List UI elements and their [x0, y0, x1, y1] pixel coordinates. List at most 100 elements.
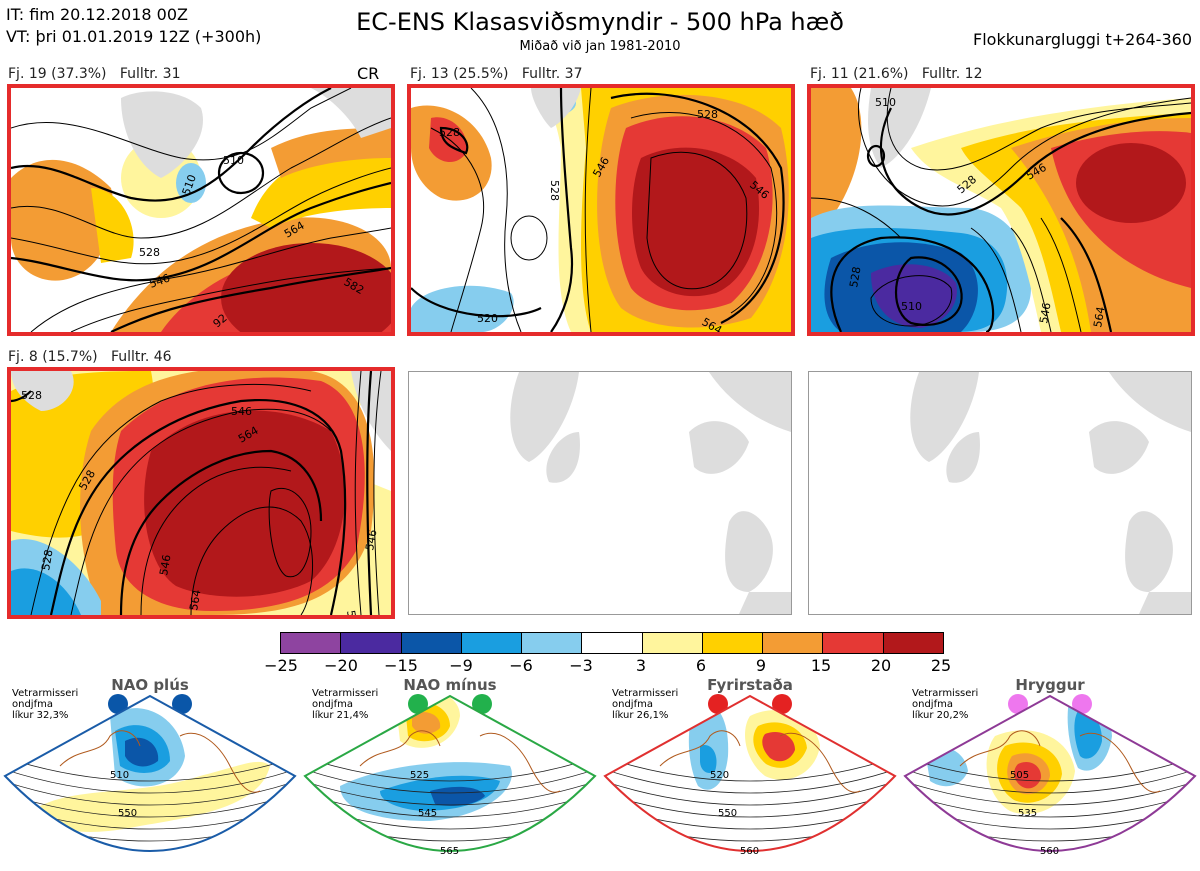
colorbar-tick-label: −3: [569, 656, 593, 675]
regime-contour-label: 560: [740, 846, 759, 857]
panel-4-contour-label: 564: [187, 589, 203, 612]
colorbar-tick-label: −6: [509, 656, 533, 675]
empty-map-5[interactable]: [408, 371, 792, 615]
regime-name: NAO plús: [111, 676, 189, 694]
panel-4-contour-label: 564: [344, 609, 360, 615]
cluster-map-2[interactable]: 528 528 520 546 564 546 528: [407, 84, 795, 336]
panel-4-contour-label: 546: [231, 405, 252, 418]
empty-map-6-graphic: [910, 372, 1191, 614]
colorbar-swatch: [763, 633, 824, 653]
regime-1[interactable]: NAO plús Vetrarmisseri ondjfma líkur 32,3% 5…: [0, 676, 300, 871]
cluster-map-4[interactable]: 528 546 564 528 546 564 546 564 528: [7, 367, 395, 619]
regime-marker-dot: [1072, 694, 1092, 714]
panel-1-tag: CR: [357, 64, 380, 83]
panel-2-contour-label: 528: [548, 180, 561, 201]
regime-fan-map: 525 545 565: [303, 694, 597, 857]
colorbar-swatch: [642, 633, 703, 653]
panel-3-contour-label: 510: [875, 96, 896, 109]
regime-marker-dot: [172, 694, 192, 714]
cluster-map-2-graphic: 528 528 520 546 564 546 528: [411, 88, 791, 332]
regime-probability-note: Vetrarmisseri ondjfma líkur 21,4%: [312, 688, 379, 721]
regime-marker-dot: [772, 694, 792, 714]
regime-contour-label: 565: [440, 846, 459, 857]
regime-contour-label: 510: [110, 770, 129, 781]
regime-2[interactable]: NAO mínus Vetrarmisseri ondjfma líkur 21,4%…: [300, 676, 600, 871]
colorbar-swatch: [823, 633, 884, 653]
colorbar-swatch: [883, 633, 943, 653]
regime-marker-dot: [108, 694, 128, 714]
cluster-map-3[interactable]: 510 528 546 510 528 546 564: [807, 84, 1195, 336]
panel-4-contour-label: 546: [363, 529, 379, 552]
colorbar-swatch: [401, 633, 462, 653]
regime-3[interactable]: Fyrirstaða Vetrarmisseri ondjfma líkur 26,1…: [600, 676, 900, 871]
regime-marker-dot: [708, 694, 728, 714]
panel-4-contour-label: 546: [157, 554, 173, 577]
panel-4-label: Fj. 8 (15.7%) Fulltr. 46: [8, 349, 172, 365]
panel-2-contour-label: 528: [439, 126, 460, 139]
regime-contour-label: 545: [418, 808, 437, 819]
regime-contour-label: 525: [410, 770, 429, 781]
empty-map-5-graphic: [510, 372, 791, 614]
regime-contour-label: 505: [1010, 770, 1029, 781]
regime-marker-dot: [1008, 694, 1028, 714]
regime-contour-label: 550: [118, 808, 137, 819]
panel-4-contour-label: 528: [39, 549, 55, 572]
panel-4-contour-label: 528: [21, 389, 42, 402]
panel-3-contour-label: 528: [847, 266, 863, 289]
colorbar-tick-label: 25: [930, 656, 952, 675]
colorbar-swatch: [582, 633, 643, 653]
header-info: IT: fim 20.12.2018 00Z VT: þri 01.01.201…: [6, 4, 261, 48]
regime-marker-dot: [472, 694, 492, 714]
regime-contour-label: 560: [1040, 846, 1059, 857]
regime-fan-map: 520 550 560: [603, 694, 897, 857]
panel-3-label: Fj. 11 (21.6%) Fulltr. 12: [810, 66, 983, 82]
panel-3-contour-label: 510: [901, 300, 922, 313]
regime-contour-label: 535: [1018, 808, 1037, 819]
classification-window: Flokkunargluggi t+264-360: [973, 30, 1192, 49]
regime-contour-label: 520: [710, 770, 729, 781]
colorbar: [280, 632, 944, 654]
cluster-map-1-graphic: 510 510 528 546 564 582 92: [11, 88, 391, 332]
panel-2-label: Fj. 13 (25.5%) Fulltr. 37: [410, 66, 583, 82]
colorbar-tick-label: −9: [449, 656, 473, 675]
regime-fan-map: 505 535 560: [903, 694, 1197, 857]
colorbar-tick-label: −25: [264, 656, 298, 675]
panel-3-contour-label: 564: [1091, 306, 1107, 329]
valid-time: VT: þri 01.01.2019 12Z (+300h): [6, 27, 262, 46]
colorbar-swatch: [522, 633, 583, 653]
empty-map-6[interactable]: [808, 371, 1192, 615]
cluster-map-3-graphic: 510 528 546 510 528 546 564: [811, 88, 1191, 332]
regime-probability-note: Vetrarmisseri ondjfma líkur 20,2%: [912, 688, 979, 721]
panel-2-contour-label: 520: [477, 312, 498, 325]
colorbar-tick-label: −15: [384, 656, 418, 675]
panel-1-contour-label: 528: [139, 246, 160, 259]
colorbar-tick-label: −20: [324, 656, 358, 675]
colorbar-tick-label: 6: [695, 656, 707, 675]
panel-2-contour-label: 528: [697, 108, 718, 121]
colorbar-swatch: [341, 633, 402, 653]
colorbar-swatch: [281, 633, 342, 653]
regime-4[interactable]: Hryggur Vetrarmisseri ondjfma líkur 20,2% 50…: [900, 676, 1200, 871]
panel-3-contour-label: 546: [1037, 302, 1053, 325]
page-subtitle: Miðað við jan 1981-2010: [519, 39, 681, 54]
panel-1-label: Fj. 19 (37.3%) Fulltr. 31: [8, 66, 181, 82]
regime-marker-dot: [408, 694, 428, 714]
colorbar-tick-label: 3: [635, 656, 647, 675]
panel-1-contour-label: 510: [223, 154, 244, 167]
cluster-map-4-graphic: 528 546 564 528 546 564 546 564 528: [11, 371, 391, 615]
regime-probability-note: Vetrarmisseri ondjfma líkur 26,1%: [612, 688, 679, 721]
colorbar-swatch: [461, 633, 523, 653]
regime-probability-note: Vetrarmisseri ondjfma líkur 32,3%: [12, 688, 79, 721]
regime-contour-label: 550: [718, 808, 737, 819]
regime-name: NAO mínus: [403, 676, 497, 694]
colorbar-tick-label: 9: [755, 656, 767, 675]
colorbar-swatch: [702, 633, 764, 653]
colorbar-tick-label: 15: [810, 656, 832, 675]
cluster-map-1[interactable]: 510 510 528 546 564 582 92: [7, 84, 395, 336]
colorbar-tick-label: 20: [870, 656, 892, 675]
initial-time: IT: fim 20.12.2018 00Z: [6, 5, 188, 24]
regime-name: Hryggur: [1015, 676, 1085, 694]
page-title: EC-ENS Klasasviðsmyndir - 500 hPa hæð: [356, 8, 844, 36]
regime-fan-map: 510 550: [3, 694, 297, 852]
regime-name: Fyrirstaða: [707, 676, 793, 694]
